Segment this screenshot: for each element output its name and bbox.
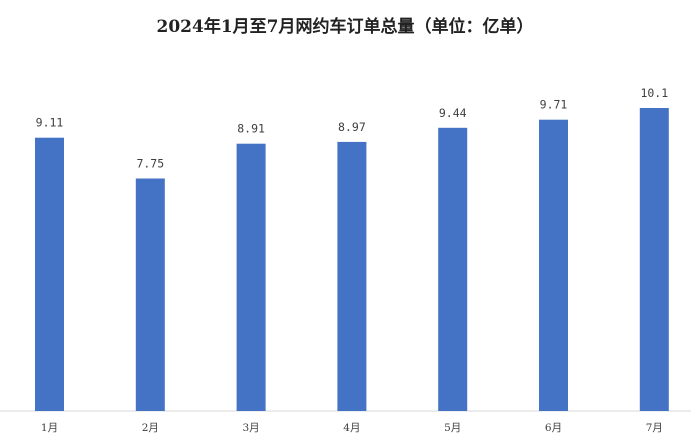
x-tick-label-3: 3月 [243,422,260,434]
x-tick-label-5: 5月 [444,422,461,434]
bar-6 [539,119,568,411]
bar-4 [337,141,367,411]
bar-5 [438,127,468,412]
x-tick-label-4: 4月 [343,422,360,434]
bar-3 [236,143,266,411]
x-tick-label-6: 6月 [545,422,562,434]
x-tick-label-1: 1月 [41,422,58,434]
data-label-1: 9.11 [36,116,64,130]
data-label-6: 9.71 [540,98,568,112]
data-labels-group: 9.11 7.75 8.91 8.97 9.44 9.71 10.1 [36,86,669,171]
bars-group [35,108,669,412]
x-tick-labels-group: 1月 2月 3月 4月 5月 6月 7月 [41,422,663,434]
data-label-7: 10.1 [640,86,668,100]
bar-2 [135,178,165,411]
chart-title: 2024年1月至7月网约车订单总量（单位：亿单） [157,16,534,37]
data-label-3: 8.91 [237,122,265,136]
data-label-4: 8.97 [338,120,366,134]
data-label-2: 7.75 [136,157,164,171]
bar-1 [35,137,64,411]
data-label-5: 9.44 [439,106,467,120]
x-tick-label-2: 2月 [142,422,159,434]
bar-7 [639,108,669,411]
x-tick-label-7: 7月 [646,422,663,434]
